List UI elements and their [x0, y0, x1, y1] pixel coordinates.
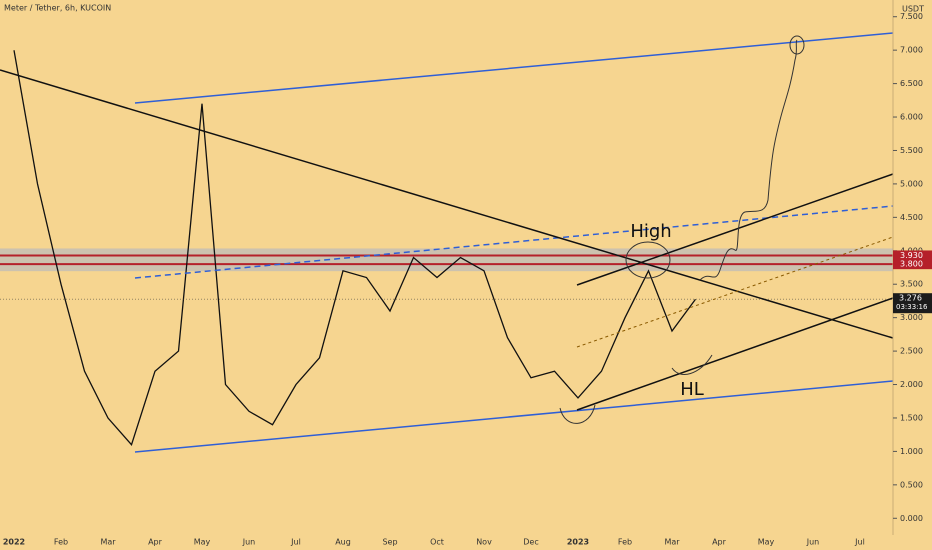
y-tick-label: 5.500 [900, 146, 923, 155]
downtrend-line [0, 69, 894, 339]
hl-arc [671, 354, 713, 375]
x-tick-label: May [758, 538, 775, 547]
y-tick-label: 7.000 [900, 46, 923, 55]
x-tick-label: Nov [476, 538, 492, 547]
x-tick-label: 2022 [3, 538, 25, 547]
y-tick-label: 2.000 [900, 380, 923, 389]
y-tick-label: 6.500 [900, 79, 923, 88]
x-tick-label: 2023 [567, 538, 589, 547]
y-axis-label: USDT [902, 5, 924, 14]
x-tick-label: Jul [290, 538, 301, 547]
x-tick-label: Apr [148, 538, 163, 547]
y-tick-label: 7.500 [900, 12, 923, 21]
high-circle [625, 241, 671, 279]
level-label: 3.930 [900, 251, 923, 260]
last-price-tag [893, 293, 932, 314]
x-tick-label: Feb [54, 538, 68, 547]
x-tick-label: Mar [664, 538, 680, 547]
y-tick-label: 3.000 [900, 313, 923, 322]
x-tick-label: Apr [712, 538, 727, 547]
y-tick-label: 0.500 [900, 480, 923, 489]
x-tick-label: Sep [382, 538, 397, 547]
channel-bottom [134, 380, 894, 453]
projection-path [699, 39, 798, 281]
annotation: High [630, 221, 671, 242]
x-tick-label: May [194, 538, 211, 547]
x-tick-label: Jul [854, 538, 865, 547]
x-tick-label: Jun [242, 538, 256, 547]
x-tick-label: Mar [100, 538, 116, 547]
trend-drawings: High HL [0, 32, 894, 453]
lower-trend-line [576, 297, 894, 411]
y-tick-label: 1.000 [900, 447, 923, 456]
zone [0, 248, 893, 272]
chart-title: Meter / Tether, 6h, KUCOIN [4, 4, 111, 13]
price-line [13, 50, 697, 446]
last-price-label: 3.276 [899, 294, 922, 303]
y-tick-label: 6.000 [900, 113, 923, 122]
level-tag [893, 259, 932, 270]
y-tick-label: 4.500 [900, 213, 923, 222]
x-tick-label: Feb [618, 538, 632, 547]
mid-trend-line [576, 236, 894, 348]
x-tick-label: Dec [523, 538, 538, 547]
x-tick-label: Jun [806, 538, 820, 547]
y-tick-label: 3.500 [900, 280, 923, 289]
countdown-label: 03:33:16 [896, 303, 928, 311]
x-tick-label: Oct [430, 538, 444, 547]
low-arc [559, 404, 596, 424]
upper-trend-line [576, 173, 894, 286]
x-tick-label: Aug [335, 538, 351, 547]
y-tick-label: 2.500 [900, 347, 923, 356]
y-tick-label: 0.000 [900, 514, 923, 523]
target-circle [789, 35, 805, 55]
annotation: HL [680, 379, 704, 400]
level-tag [893, 250, 932, 261]
level-label: 3.800 [900, 260, 923, 269]
y-tick-label: 1.500 [900, 413, 923, 422]
y-tick-label: 5.000 [900, 179, 923, 188]
channel-top [134, 32, 894, 104]
